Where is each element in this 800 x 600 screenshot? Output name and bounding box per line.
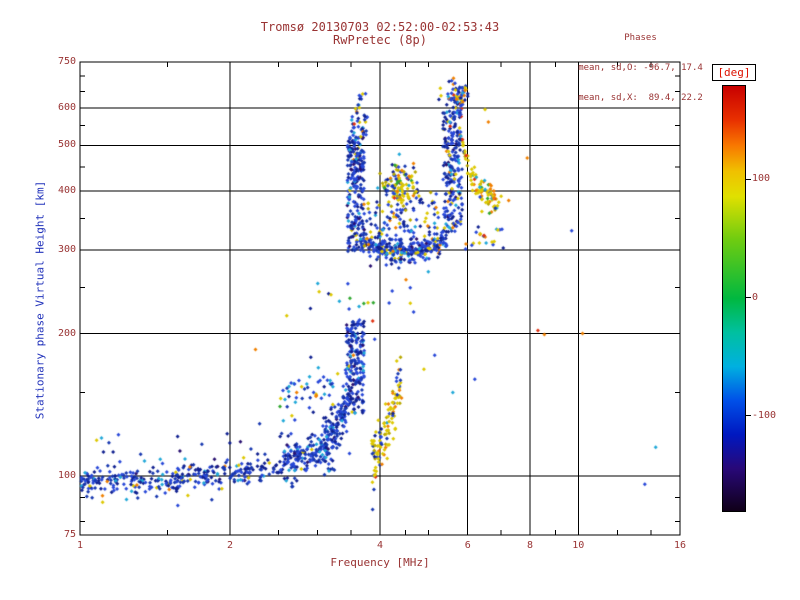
y-tick-label: 100 [57,469,76,481]
y-tick-label: 500 [57,139,76,151]
colorbar-unit-label: [deg] [712,64,756,81]
y-tick-label: 200 [57,327,76,339]
colorbar [722,85,746,512]
x-axis-label: Frequency [MHz] [330,556,430,569]
x-tick-label: 8 [526,540,534,551]
phase-stats-block: Phases mean, sd,O: -96.7, 17.4 mean, sd,… [573,13,708,123]
x-tick-label: 2 [226,540,234,551]
y-tick-label: 600 [57,101,76,113]
colorbar-tick-label: -100 [752,409,777,421]
y-tick-label: 750 [57,56,76,67]
x-tick-label: 4 [376,540,384,551]
colorbar-tick-label: 100 [752,173,771,185]
x-tick-label: 1 [76,540,84,551]
y-tick-label: 400 [57,185,76,197]
y-axis-label: Stationary phase Virtual Height [km] [33,180,47,420]
phase-stats-o-mode: mean, sd,O: -96.7, 17.4 [578,63,703,73]
phase-stats-title: Phases [624,33,657,43]
phase-stats-x-mode: mean, sd,X: 89.4, 22.2 [578,93,703,103]
x-tick-label: 16 [673,540,687,551]
chart-subtitle: RwPretec (8p) [333,33,427,47]
chart-title: Tromsø 20130703 02:52:00-02:53:43 [260,20,500,34]
x-tick-label: 10 [572,540,585,551]
colorbar-tick-label: 0 [752,291,759,303]
y-tick-label: 300 [57,244,76,256]
y-tick-label: 75 [63,529,76,540]
x-tick-label: 6 [464,540,471,551]
